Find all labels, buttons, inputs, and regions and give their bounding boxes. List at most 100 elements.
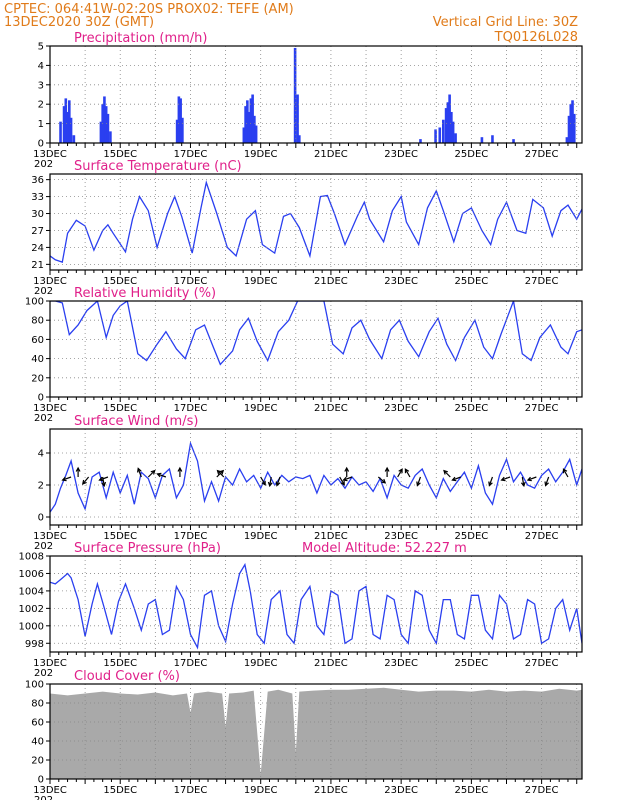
precipitation-bar-25	[293, 47, 297, 143]
temperature-xtick-label-4: 21DEC	[314, 276, 348, 287]
wind-arrow-shaft-12	[269, 476, 272, 486]
wind-arrow-head-19	[398, 468, 403, 474]
wind-arrow-head-1	[75, 466, 81, 472]
humidity-title: Relative Humidity (%)	[74, 286, 216, 301]
wind-arrow-shaft-10	[217, 470, 225, 478]
wind-arrow-head-4	[98, 476, 104, 482]
temperature-year-label: 202	[34, 286, 53, 297]
precipitation-bar-12	[109, 131, 112, 143]
wind-arrow-head-7	[156, 472, 162, 478]
wind-line	[50, 441, 582, 513]
precipitation-bar-29	[434, 129, 437, 143]
temperature-xtick-label-2: 17DEC	[174, 276, 208, 287]
wind-arrow-shaft-24	[488, 476, 494, 486]
cloud-cover-xtick-label-6: 25DEC	[455, 785, 489, 796]
precipitation-bar-2	[64, 98, 68, 143]
wind-year-label: 202	[34, 541, 53, 552]
humidity-panel: 0 20 40 60 80 100 13DEC 15DEC 17DEC 19DEC 21DEC 23D…	[25, 286, 583, 424]
pressure-annotation: Model Altitude: 52.227 m	[302, 541, 467, 556]
wind-arrow-head-17	[381, 478, 387, 484]
wind-arrow-head-21	[416, 481, 421, 487]
precipitation-bar-32	[444, 108, 448, 143]
header-location: CPTEC: 064:41W-02:20S PROX02: TEFE (AM)	[4, 2, 294, 17]
wind-frame	[49, 428, 583, 526]
precipitation-bar-41	[565, 137, 569, 143]
cloud-cover-xtick-label-0: 13DEC	[33, 785, 67, 796]
cloud-cover-ytick-label-5: 100	[25, 680, 44, 691]
wind-arrow-shaft-26	[521, 476, 525, 486]
precipitation-bar-14	[177, 96, 181, 143]
wind-arrow-head-24	[488, 481, 493, 487]
precipitation-bar-5	[69, 117, 73, 143]
cloud-cover-area	[50, 687, 582, 779]
precipitation-panel: 0 1 2 3 4 5 13DEC 15DEC 17DEC 19DEC 21DEC 23DEC 25DE…	[33, 31, 583, 170]
cloud-cover-ytick-label-1: 20	[31, 756, 44, 767]
pressure-ytick-label-4: 1006	[19, 569, 44, 580]
humidity-ytick-label-0: 0	[38, 393, 44, 404]
wind-panel: 0 2 4 13DEC 15DEC 17DEC 19DEC 21DEC 23DEC 25DEC 27…	[33, 414, 583, 552]
precipitation-bar-18	[244, 106, 247, 143]
wind-arrow-shaft-11	[260, 476, 266, 486]
pressure-xtick-label-0: 13DEC	[33, 658, 67, 669]
wind-arrow-25	[500, 476, 511, 482]
wind-arrow-shaft-17	[377, 476, 386, 484]
wind-arrow-8	[177, 466, 183, 477]
precipitation-bar-20	[247, 111, 251, 143]
wind-arrow-shaft-20	[404, 468, 411, 478]
cloud-cover-xtick-label-4: 21DEC	[314, 785, 348, 796]
precipitation-bar-7	[99, 121, 103, 143]
temperature-frame	[49, 173, 583, 271]
wind-arrow-head-10	[216, 469, 222, 475]
pressure-xtick-label-1: 15DEC	[103, 658, 137, 669]
precipitation-frame	[49, 45, 583, 144]
precipitation-bar-31	[441, 119, 445, 143]
precipitation-bar-38	[480, 137, 484, 143]
cloud-cover-ytick-label-0: 0	[38, 775, 44, 786]
cloud-cover-ytick-label-4: 80	[31, 699, 44, 710]
wind-ytick-label-0: 0	[38, 513, 44, 524]
humidity-xtick-label-3: 19DEC	[244, 403, 278, 414]
precipitation-xtick-label-1: 15DEC	[103, 149, 137, 160]
wind-arrow-19	[397, 468, 403, 478]
wind-arrow-head-22	[443, 469, 448, 475]
precipitation-bar-30	[438, 127, 442, 143]
precipitation-ytick-label-2: 2	[38, 100, 44, 111]
temperature-ytick-label-1: 24	[31, 243, 44, 254]
pressure-year-label: 202	[34, 668, 53, 679]
precipitation-year-label: 202	[34, 159, 53, 170]
precipitation-xtick-label-0: 13DEC	[33, 149, 67, 160]
pressure-frame	[49, 555, 583, 653]
precipitation-bar-17	[242, 127, 246, 143]
wind-arrow-7	[156, 472, 167, 478]
wind-arrow-14	[339, 476, 345, 486]
precipitation-bar-21	[249, 98, 253, 143]
wind-arrow-shaft-14	[339, 476, 345, 486]
wind-arrow-12	[267, 476, 273, 488]
wind-arrow-head-26	[520, 481, 526, 488]
wind-arrow-head-2	[81, 479, 87, 485]
wind-arrow-shaft-13	[276, 476, 281, 486]
precipitation-bar-26	[296, 94, 299, 143]
temperature-ytick-label-2: 27	[31, 226, 44, 237]
wind-arrow-head-18	[384, 466, 390, 472]
temperature-line	[50, 180, 582, 263]
wind-arrow-shaft-16	[343, 476, 353, 481]
precipitation-bar-27	[298, 135, 301, 143]
wind-arrow-27	[526, 476, 537, 482]
precipitation-bar-9	[103, 96, 106, 143]
humidity-xtick-label-2: 17DEC	[174, 403, 208, 414]
wind-arrow-shaft-2	[82, 476, 90, 485]
wind-arrow-head-15	[344, 466, 350, 472]
humidity-ytick-label-2: 40	[31, 354, 44, 365]
wind-arrow-29	[562, 468, 569, 478]
wind-ytick-label-2: 4	[38, 449, 44, 460]
wind-xtick-label-7: 27DEC	[525, 531, 559, 542]
precipitation-bar-3	[66, 111, 69, 143]
cloud-cover-xtick-label-5: 23DEC	[384, 785, 418, 796]
temperature-xtick-label-1: 15DEC	[103, 276, 137, 287]
precipitation-xtick-label-6: 25DEC	[455, 149, 489, 160]
cloud-cover-xtick-label-3: 19DEC	[244, 785, 278, 796]
cloud-cover-panel: 0 20 40 60 80 100 13DEC 15DEC 17DEC 19DEC 21DEC 23D…	[25, 669, 583, 800]
precipitation-bar-39	[491, 135, 494, 143]
temperature-title: Surface Temperature (nC)	[74, 159, 242, 174]
